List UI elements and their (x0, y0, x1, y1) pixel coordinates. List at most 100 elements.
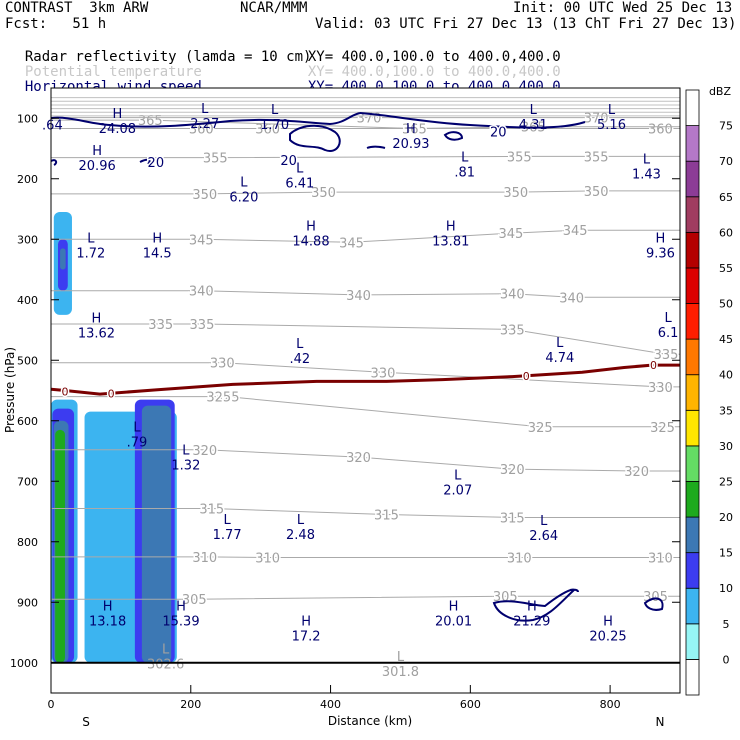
colorbar-swatch (685, 125, 700, 162)
y-tick-label: 600 (17, 415, 38, 428)
extremum-value: 6.41 (285, 177, 314, 192)
extremum-marker: H (446, 220, 456, 235)
extremum-value: 20.01 (435, 615, 472, 630)
theta-label: 330 (210, 357, 235, 372)
colorbar-swatch (685, 516, 700, 554)
theta-label: 315 (500, 512, 525, 527)
field-xy: XY= 400.0,100.0 to 400.0,400.0 (307, 49, 561, 65)
extremum-value: 13.81 (432, 235, 469, 250)
y-tick-label: 300 (17, 233, 38, 246)
freezing-level-label: 0 (523, 370, 530, 383)
x-end-label-north: N (656, 715, 665, 729)
wind-contour-20 (443, 131, 464, 141)
theta-label: 340 (500, 288, 525, 303)
field-name: Radar reflectivity (lamda = 10 cm) (24, 49, 312, 65)
theta-label: 305 (182, 593, 207, 608)
freezing-level-label: 0 (61, 386, 68, 399)
colorbar-level-label: 10 (719, 582, 733, 595)
reflectivity-area (60, 248, 66, 270)
theta-label: 360 (648, 123, 673, 138)
colorbar-level-label: 35 (719, 404, 733, 417)
wind-contour-layer: 20 20 20 (51, 112, 664, 622)
extremum-marker: L (240, 175, 248, 190)
extremum-marker: L (397, 650, 405, 665)
theta-label: 320 (500, 463, 525, 478)
colorbar-swatch (685, 267, 700, 304)
y-tick-label: 900 (17, 596, 38, 609)
extremum-value: .79 (127, 435, 148, 450)
extremum-marker: H (176, 600, 186, 615)
extremum-value: 1.32 (171, 458, 200, 473)
x-tick-label: 600 (460, 698, 481, 711)
extremum-marker: L (223, 513, 231, 528)
theta-label: 335 (190, 318, 215, 333)
colorbar-level-label: 70 (719, 155, 733, 168)
y-tick-label: 200 (17, 173, 38, 186)
theta-label: 340 (189, 285, 214, 300)
colorbar-swatch (685, 303, 700, 340)
extremum-marker: L (133, 420, 141, 435)
extremum-marker: L (296, 337, 304, 352)
y-axis-label: Pressure (hPa) (3, 347, 17, 433)
extremum-value: 1.77 (213, 528, 242, 543)
theta-contour-315 (51, 508, 680, 518)
extremum-value: 14.88 (292, 235, 329, 250)
theta-label: 355 (584, 150, 609, 165)
theta-contour-355 (51, 155, 680, 159)
extremum-value: 4.31 (519, 118, 548, 133)
extremum-marker: H (406, 122, 416, 137)
wind-contour-label: 20 (148, 156, 165, 171)
theta-label: 340 (346, 289, 371, 304)
colorbar-level-label: 60 (719, 226, 733, 239)
theta-label: 330 (648, 381, 673, 396)
extremum-value: 302.6 (147, 657, 184, 672)
theta-contour-325 (51, 396, 680, 428)
extremum-marker: L (454, 468, 462, 483)
colorbar-level-label: 30 (719, 440, 733, 453)
extremum-marker: H (113, 107, 123, 122)
y-tick-label: 400 (17, 294, 38, 307)
wind-contour-20 (643, 597, 664, 611)
extremum-marker: H (449, 600, 459, 615)
extremum-value: 4.74 (545, 351, 574, 366)
theta-label: 315 (374, 509, 399, 524)
colorbar-swatch (685, 587, 700, 625)
reflectivity-area (141, 405, 172, 663)
extremum-value: 9.36 (646, 247, 675, 262)
extremum-value: 14.5 (143, 247, 172, 262)
extremum-marker: H (301, 615, 311, 630)
extremum-value: 2.64 (529, 529, 558, 544)
theta-label: 350 (192, 188, 217, 203)
extremum-marker: L (643, 152, 651, 167)
theta-label: 345 (563, 224, 588, 239)
extremum-marker: L (664, 311, 672, 326)
colorbar-swatch (685, 409, 700, 447)
extremum-value: 13.62 (78, 327, 115, 342)
wind-contour-20 (569, 588, 579, 593)
extremum-value: 2.48 (286, 528, 315, 543)
theta-contour-335 (51, 323, 680, 355)
colorbar-swatch (685, 338, 700, 376)
wind-contour-20 (139, 158, 151, 165)
wind-contour-20 (289, 124, 341, 152)
extremum-value: 17.2 (292, 630, 321, 645)
x-tick-label: 200 (180, 698, 201, 711)
field-name: Potential temperature (24, 64, 202, 80)
colorbar-level-label: 0 (723, 653, 730, 666)
extremum-value: 301.8 (382, 665, 419, 680)
extremum-marker: L (271, 103, 279, 118)
contour-label-layer: .64H24.08L2.27L1.70L4.31L5.16H20.93H20.9… (42, 102, 678, 680)
theta-label: 355 (203, 152, 228, 167)
theta-label: 310 (255, 551, 280, 566)
theta-label: 360 (255, 123, 280, 138)
theta-label: 310 (192, 551, 217, 566)
extremum-value: 20.96 (79, 159, 116, 174)
init-time: Init: 00 UTC Wed 25 Dec 13 (513, 0, 733, 16)
colorbar-swatch (685, 89, 700, 126)
theta-label: 345 (189, 233, 214, 248)
model-title: CONTRAST 3km ARW (5, 0, 149, 16)
extremum-value: .42 (289, 352, 310, 367)
theta-label: 320 (346, 451, 371, 466)
theta-contour-330 (51, 362, 680, 388)
extremum-value: 6.20 (229, 190, 258, 205)
